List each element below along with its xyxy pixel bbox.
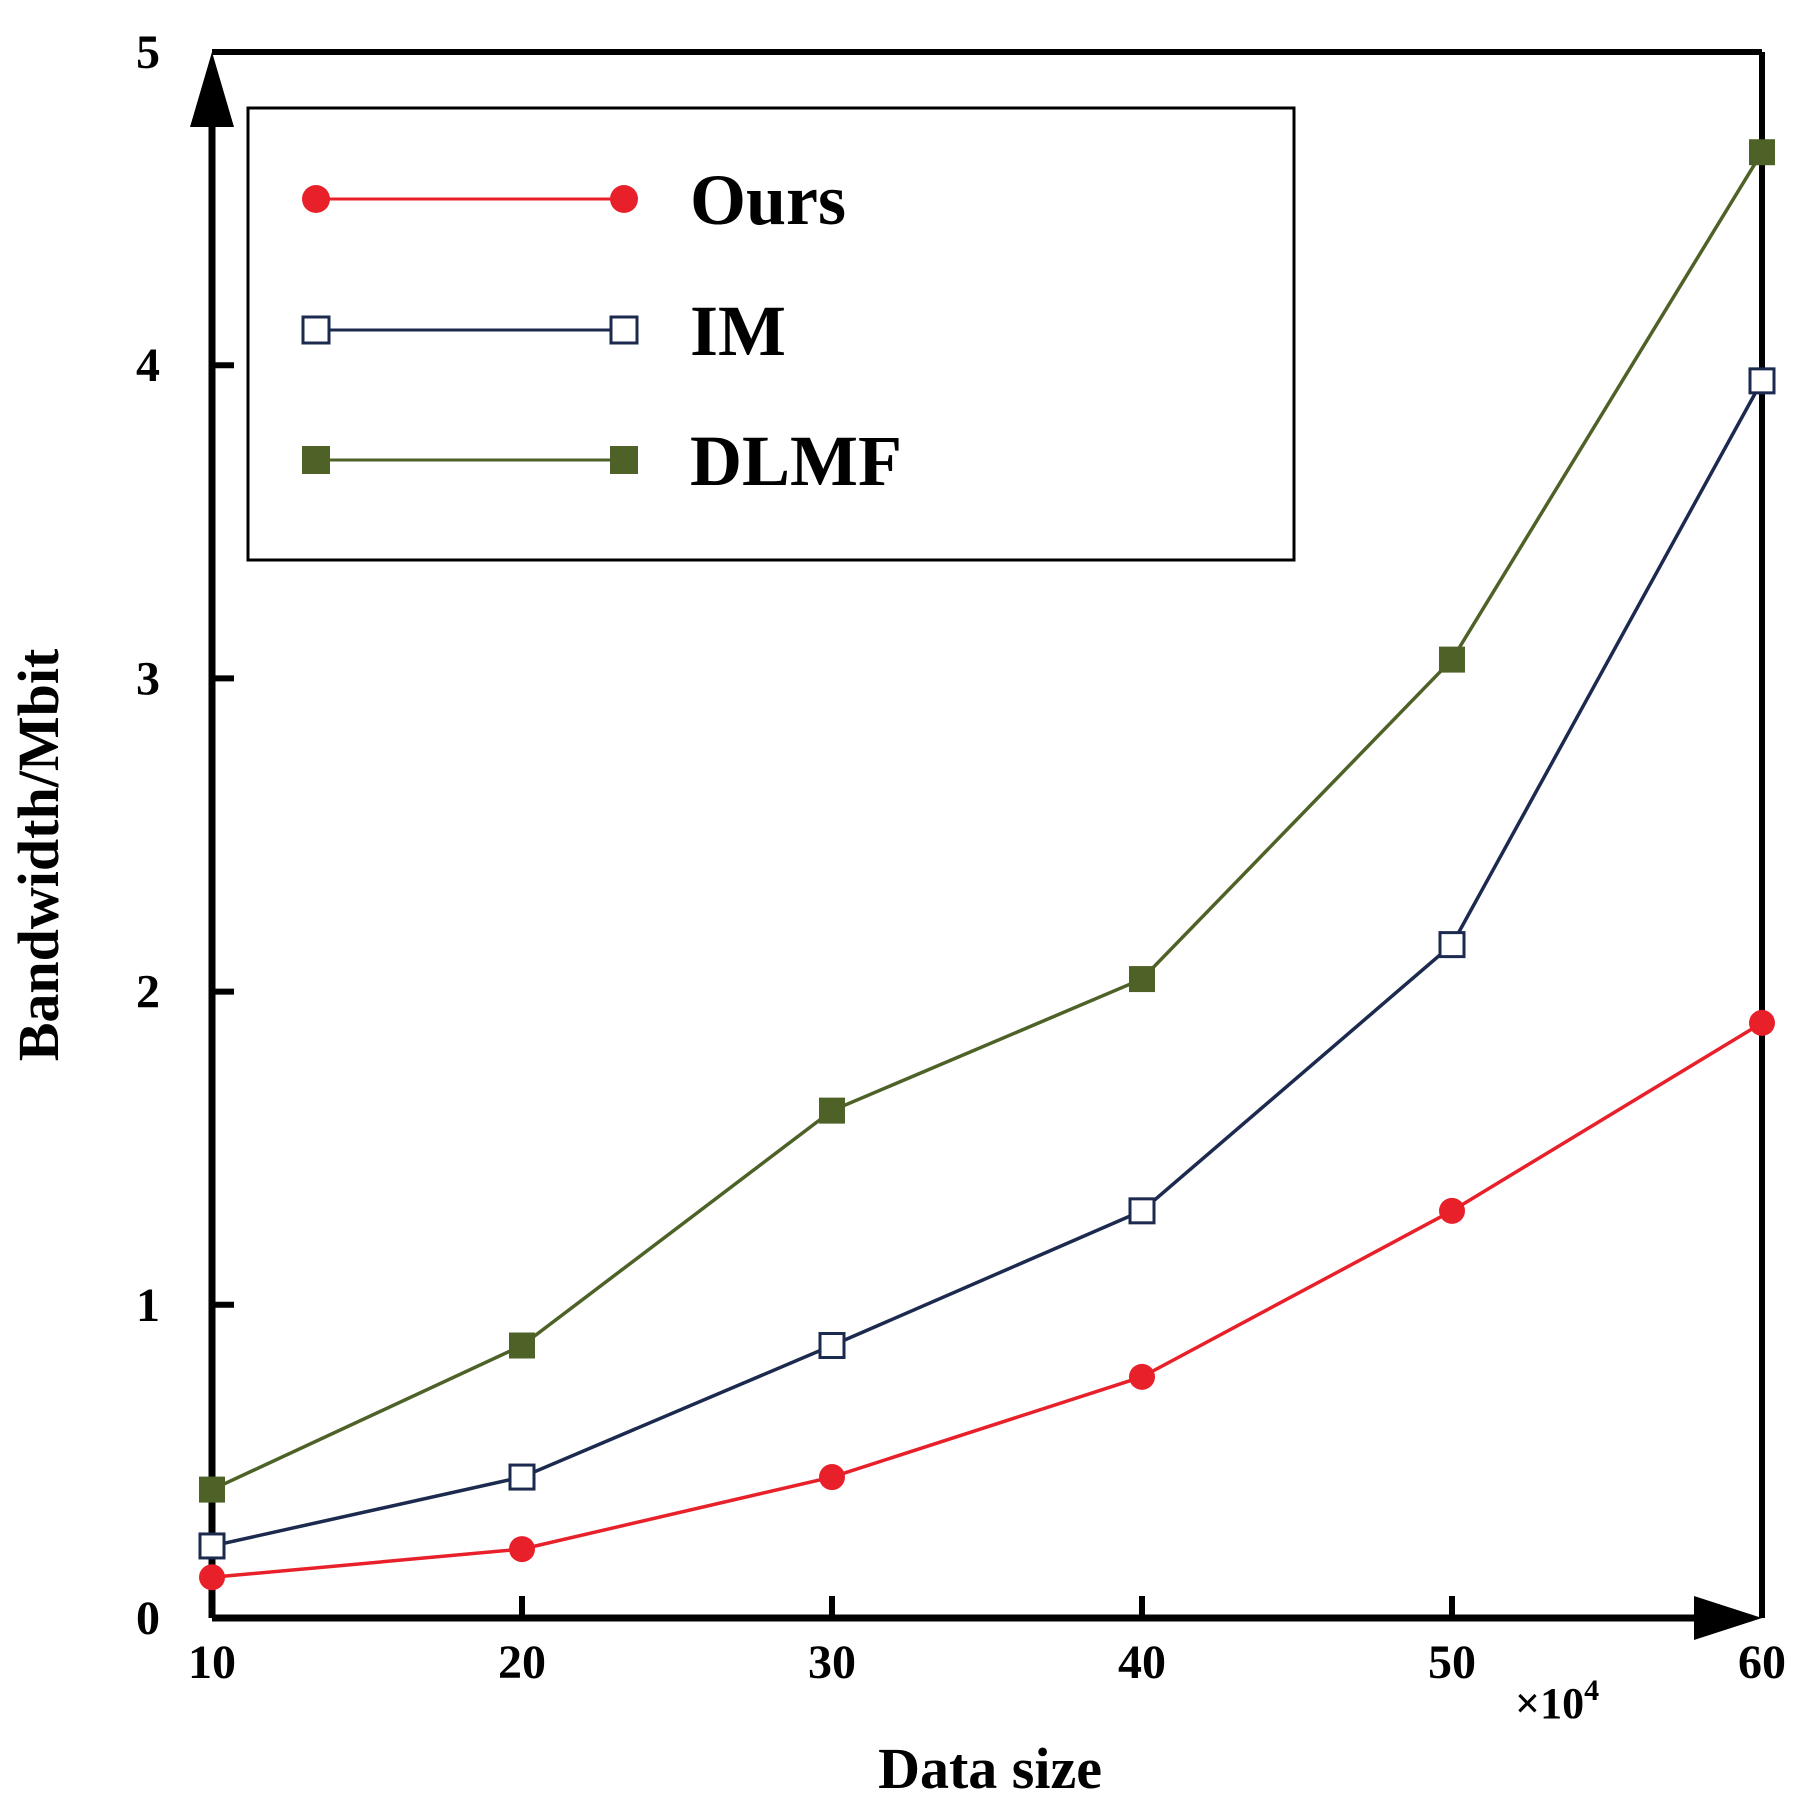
y-axis-title: Bandwidth/Mbit — [6, 648, 71, 1061]
x-axis-arrowhead — [1694, 1596, 1762, 1640]
y-tick-label: 4 — [136, 339, 160, 392]
legend-im-marker-right — [609, 315, 639, 345]
series-layer — [198, 139, 1776, 1591]
series-dlmf-point — [1749, 139, 1775, 166]
series-im-point — [198, 1532, 226, 1560]
series-dlmf-point — [1129, 966, 1155, 993]
series-ours — [199, 1009, 1775, 1591]
y-tick-label: 3 — [136, 652, 160, 705]
x-tick-label: 50 — [1428, 1636, 1476, 1689]
series-ours-point — [1439, 1197, 1465, 1224]
y-tick-label: 1 — [136, 1279, 160, 1332]
x-tick-label: 20 — [498, 1636, 546, 1689]
series-ours-point — [199, 1564, 225, 1591]
series-im-line — [211, 380, 1764, 1548]
series-dlmf — [199, 139, 1775, 1503]
legend-dlmf-marker-right — [610, 446, 638, 474]
x-axis-multiplier: ×104 — [1515, 1674, 1599, 1728]
series-im-point — [1438, 931, 1466, 959]
legend-box — [246, 106, 1296, 562]
legend-im-label: IM — [690, 291, 786, 371]
series-ours-line — [211, 1021, 1763, 1580]
series-ours-point — [819, 1464, 845, 1491]
legend-dlmf-label: DLMF — [690, 421, 902, 501]
legend-ours-label: Ours — [690, 160, 846, 240]
x-axis-multiplier-exponent: 4 — [1584, 1674, 1599, 1707]
y-axis-arrowhead — [190, 52, 234, 127]
legend: Ours IM DLMF — [246, 106, 1296, 562]
series-ours-point — [509, 1536, 535, 1563]
legend-ours-marker-right — [610, 185, 638, 213]
series-dlmf-point — [509, 1332, 535, 1359]
series-ours-point — [1749, 1009, 1775, 1036]
y-tick-label: 0 — [136, 1592, 160, 1645]
legend-im-marker-left — [301, 315, 331, 345]
series-dlmf-point — [819, 1097, 845, 1124]
x-tick-label: 60 — [1738, 1636, 1786, 1689]
legend-dlmf-marker-left — [302, 446, 330, 474]
series-dlmf-point — [1439, 646, 1465, 673]
y-tick-label: 2 — [136, 966, 160, 1019]
series-im-point — [1128, 1197, 1156, 1225]
x-tick-label: 30 — [808, 1636, 856, 1689]
plot-frame — [190, 49, 1765, 1640]
x-tick-label: 10 — [188, 1636, 236, 1689]
y-axis-ticks: 0 1 2 3 4 5 — [136, 26, 234, 1645]
x-tick-label: 40 — [1118, 1636, 1166, 1689]
series-dlmf-point — [199, 1476, 225, 1503]
series-ours-point — [1129, 1363, 1155, 1390]
y-tick-label: 5 — [136, 26, 160, 79]
x-axis-title: Data size — [878, 1736, 1102, 1801]
series-im-point — [1748, 367, 1776, 395]
legend-ours-marker-left — [302, 185, 330, 213]
series-im-point — [508, 1463, 536, 1491]
x-axis-multiplier-base: ×10 — [1515, 1679, 1584, 1728]
x-axis-ticks: 10 20 30 40 50 60 — [188, 1596, 1786, 1689]
series-im — [198, 367, 1776, 1560]
series-im-point — [818, 1332, 846, 1360]
series-dlmf-line — [211, 151, 1764, 1492]
